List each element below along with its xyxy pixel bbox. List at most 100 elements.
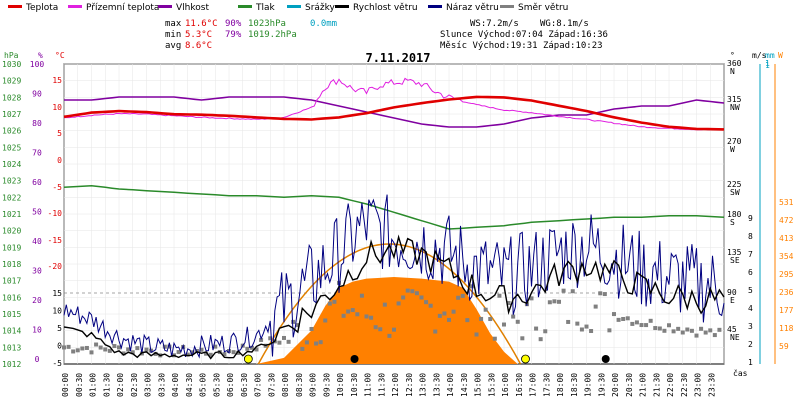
wind-direction-point (369, 315, 374, 320)
x-tick-label: 17:30 (542, 373, 551, 397)
pressure-tick: 1030 (2, 60, 21, 69)
humidity-tick: 30 (32, 267, 42, 276)
humidity-tick: 50 (32, 208, 42, 217)
x-tick-label: 18:00 (556, 373, 565, 397)
humidity-tick: 90 (32, 90, 42, 99)
legend-swatch (238, 5, 252, 8)
wind-direction-point (75, 348, 80, 353)
legend-label: Náraz větru (446, 3, 499, 13)
x-tick-label: 07:30 (267, 373, 276, 397)
axes: 00:00 00:30 01:00 01:30 02:00 02:30 03:00 03:30… (2, 51, 794, 397)
wind-tick: 7 (748, 250, 753, 259)
wind-direction-point (268, 336, 273, 341)
stats-min-press: 1019.2hPa (248, 30, 297, 40)
stats-sun: Slunce Východ:07:04 Západ:16:36 (440, 30, 608, 40)
x-tick-label: 17:00 (529, 373, 538, 397)
wind-direction-point (630, 321, 635, 326)
x-tick-label: 13:00 (419, 373, 428, 397)
direction-tick: 90 (727, 288, 737, 297)
wind-direction-point (561, 288, 566, 293)
wind-direction-point (259, 337, 264, 342)
stats-avg-label: avg (165, 41, 181, 51)
temperature-lower-tick: -5 (52, 359, 62, 368)
x-tick-label: 02:00 (116, 373, 125, 397)
x-tick-label: 09:30 (322, 373, 331, 397)
wind-direction-point (208, 352, 213, 357)
pressure-tick: 1020 (2, 227, 21, 236)
x-tick-label: 16:00 (501, 373, 510, 397)
x-tick-label: 08:00 (281, 373, 290, 397)
stats-block: max 11.6°C 90% 1023hPa 0.0mm min 5.3°C 7… (165, 19, 608, 51)
x-tick-label: 11:30 (377, 373, 386, 397)
x-tick-label: 15:00 (474, 373, 483, 397)
wind-direction-point (314, 341, 319, 346)
x-tick-label: 14:00 (446, 373, 455, 397)
wind-direction-point (703, 330, 708, 335)
wind-direction-point (497, 293, 502, 298)
wind-direction-point (405, 288, 410, 293)
wind-direction-point (153, 351, 158, 356)
wind-direction-point (575, 321, 580, 326)
wind-direction-point (162, 344, 167, 349)
humidity-tick: 40 (32, 237, 42, 246)
solar-tick: 118 (779, 324, 794, 333)
wind-direction-point (644, 323, 649, 328)
wind-direction-point (107, 348, 112, 353)
wind-direction-point (547, 300, 552, 305)
humidity-tick: 60 (32, 178, 42, 187)
x-tick-label: 09:00 (309, 373, 318, 397)
legend-swatch (68, 5, 82, 8)
humidity-tick: 100 (30, 60, 45, 69)
x-tick-label: 23:30 (707, 373, 716, 397)
wind-direction-point (566, 319, 571, 324)
wind-direction-point (130, 350, 135, 355)
wind-direction-point (534, 326, 539, 331)
temperature-tick: -20 (48, 262, 63, 271)
wind-direction-point (456, 295, 461, 300)
wind-tick: 2 (748, 340, 753, 349)
wind-direction-point (460, 293, 465, 298)
temperature-lower-tick: 15 (52, 289, 62, 298)
wind-tick: 3 (748, 322, 753, 331)
wind-direction-point (680, 330, 685, 335)
wind-direction-point (392, 327, 396, 332)
legend-label: Teplota (25, 3, 58, 13)
legend: Teplota Přízemní teplota Vlhkost Tlak Srážky… (8, 3, 568, 13)
wind-direction-point (657, 326, 662, 331)
wind-direction-point (249, 345, 254, 350)
wind-direction-point (593, 304, 598, 309)
wind-direction-point (176, 350, 181, 355)
pressure-tick: 1015 (2, 310, 21, 319)
x-tick-label: 04:30 (185, 373, 194, 397)
legend-label: Rychlost větru (353, 3, 418, 13)
x-tick-label: 03:00 (144, 373, 153, 397)
wind-direction-point (579, 327, 584, 332)
wind-direction-point (387, 333, 392, 338)
wind-direction-point (689, 328, 694, 333)
humidity-tick: 70 (32, 149, 42, 158)
wind-direction-point (662, 328, 667, 333)
x-tick-label: 05:30 (212, 373, 221, 397)
moonrise-marker (601, 355, 610, 363)
direction-axis-label: ° (730, 51, 735, 60)
x-tick-label: 12:30 (405, 373, 414, 397)
solar-tick: 472 (779, 216, 794, 225)
x-tick-label: 19:30 (597, 373, 606, 397)
wind-tick: 4 (748, 304, 753, 313)
direction-tick-compass: W (730, 145, 735, 154)
wind-direction-point (231, 350, 236, 355)
wind-direction-point (350, 308, 355, 313)
wind-direction-point (414, 291, 419, 296)
wind-direction-point (543, 329, 548, 334)
wind-direction-point (570, 289, 575, 294)
solar-tick: 59 (779, 342, 789, 351)
solar-tick: 236 (779, 288, 794, 297)
series-ground-temp (63, 77, 725, 131)
temperature-tick: -10 (48, 209, 63, 218)
wind-direction-point (126, 347, 131, 352)
x-tick-label: 07:00 (254, 373, 263, 397)
x-tick-label: 11:00 (364, 373, 373, 397)
wind-direction-point (625, 316, 630, 321)
wind-direction-point (71, 349, 76, 354)
wind-direction-point (488, 317, 493, 322)
